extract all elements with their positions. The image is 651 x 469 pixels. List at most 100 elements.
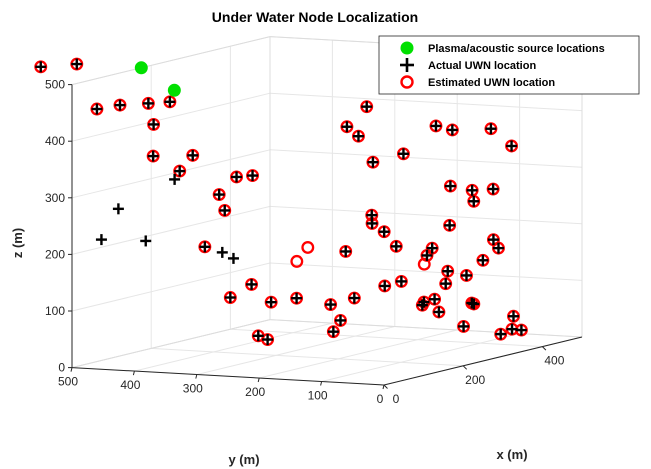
z-tick-label: 400	[45, 134, 65, 148]
x-tick-mark	[542, 346, 547, 351]
actual-point	[140, 235, 152, 247]
actual-point	[466, 184, 478, 196]
actual-point	[148, 118, 160, 130]
actual-point	[174, 165, 186, 177]
legend-item-source: Plasma/acoustic source locations	[400, 41, 605, 55]
grid-line-y-floor	[321, 333, 520, 383]
grid-line-z-left	[71, 149, 271, 199]
y-tick-mark	[257, 377, 260, 383]
legend-actual-marker	[400, 58, 414, 72]
actual-point	[112, 203, 124, 215]
actual-point	[35, 61, 47, 73]
y-tick-label: 200	[245, 385, 265, 399]
actual-point	[246, 278, 258, 290]
z-tick-label: 500	[45, 78, 65, 92]
actual-point	[487, 234, 499, 246]
z-tick-label: 200	[45, 247, 65, 261]
actual-point	[367, 156, 379, 168]
y-tick-mark	[320, 381, 323, 386]
legend: Plasma/acoustic source locations Actual …	[378, 35, 640, 95]
actual-point	[71, 58, 83, 70]
legend-actual-label: Actual UWN location	[428, 60, 536, 72]
y-axis-label: y (m)	[228, 452, 259, 467]
actual-point	[361, 101, 373, 113]
actual-point	[485, 123, 497, 135]
y-tick-label: 500	[58, 375, 78, 389]
y-tick-mark	[195, 374, 198, 379]
z-axis-label: z (m)	[10, 228, 25, 258]
actual-point	[142, 97, 154, 109]
source-point	[167, 83, 181, 97]
actual-point	[199, 241, 211, 253]
actual-point	[506, 140, 518, 152]
actual-point	[416, 299, 428, 311]
chart-title: Under Water Node Localization	[212, 9, 418, 25]
actual-point	[224, 292, 236, 304]
actual-point	[468, 195, 480, 207]
actual-point	[348, 292, 360, 304]
y-tick-mark	[70, 367, 73, 372]
actual-point	[492, 242, 504, 254]
actual-point	[507, 310, 519, 322]
x-axis-line	[383, 336, 583, 386]
y-tick-label: 300	[183, 382, 203, 396]
actual-point	[379, 280, 391, 292]
actual-point	[466, 297, 478, 309]
y-tick-label: 400	[120, 378, 140, 392]
estimated-point	[301, 241, 315, 254]
legend-source-marker	[400, 41, 414, 55]
grid-line-y-floor	[196, 326, 395, 376]
y-tick-label: 100	[308, 389, 328, 403]
grid-line-y-floor	[134, 322, 333, 372]
actual-point	[378, 226, 390, 238]
legend-estimated-marker	[400, 75, 414, 89]
estimated-point	[290, 254, 304, 268]
legend-box	[378, 35, 640, 95]
actual-point	[341, 121, 353, 133]
actual-point	[506, 323, 518, 335]
actual-point	[477, 254, 489, 266]
actual-point	[227, 252, 239, 264]
z-tick-label: 300	[45, 191, 65, 205]
x-tick-label: 400	[544, 354, 564, 368]
actual-point	[164, 96, 176, 108]
actual-point	[252, 330, 264, 342]
actual-point	[458, 320, 470, 332]
y-axis-line	[71, 367, 385, 386]
grid-line-z-right	[269, 205, 583, 225]
actual-point	[446, 124, 458, 136]
actual-point	[231, 171, 243, 183]
actual-point	[265, 296, 277, 308]
actual-point	[366, 217, 378, 229]
grid-line-z-left	[71, 205, 271, 255]
actual-point	[421, 249, 433, 261]
x-tick-label: 0	[393, 392, 400, 406]
actual-point	[442, 265, 454, 277]
actual-point	[147, 150, 159, 162]
grid-line-x-floor	[230, 328, 543, 348]
actual-point	[426, 242, 438, 254]
z-tick-label: 0	[58, 361, 65, 375]
box-edge	[71, 319, 271, 369]
x-axis-label: x (m)	[496, 447, 527, 462]
actual-point	[397, 148, 409, 160]
grid-line-z-right	[269, 149, 583, 168]
actual-point	[291, 292, 303, 304]
actual-point	[213, 189, 225, 201]
grid-line-z-right	[269, 92, 583, 112]
actual-point	[325, 299, 337, 311]
data-points	[34, 57, 528, 346]
actual-point	[395, 275, 407, 287]
actual-point	[340, 245, 352, 257]
actual-point	[433, 306, 445, 318]
x-tick-mark	[462, 365, 468, 370]
actual-point	[91, 103, 103, 115]
actual-point	[262, 334, 274, 346]
y-tick-label: 0	[377, 392, 384, 406]
actual-point	[430, 120, 442, 132]
actual-point	[95, 234, 107, 246]
actual-point	[216, 246, 228, 258]
x-tick-mark	[383, 384, 388, 389]
